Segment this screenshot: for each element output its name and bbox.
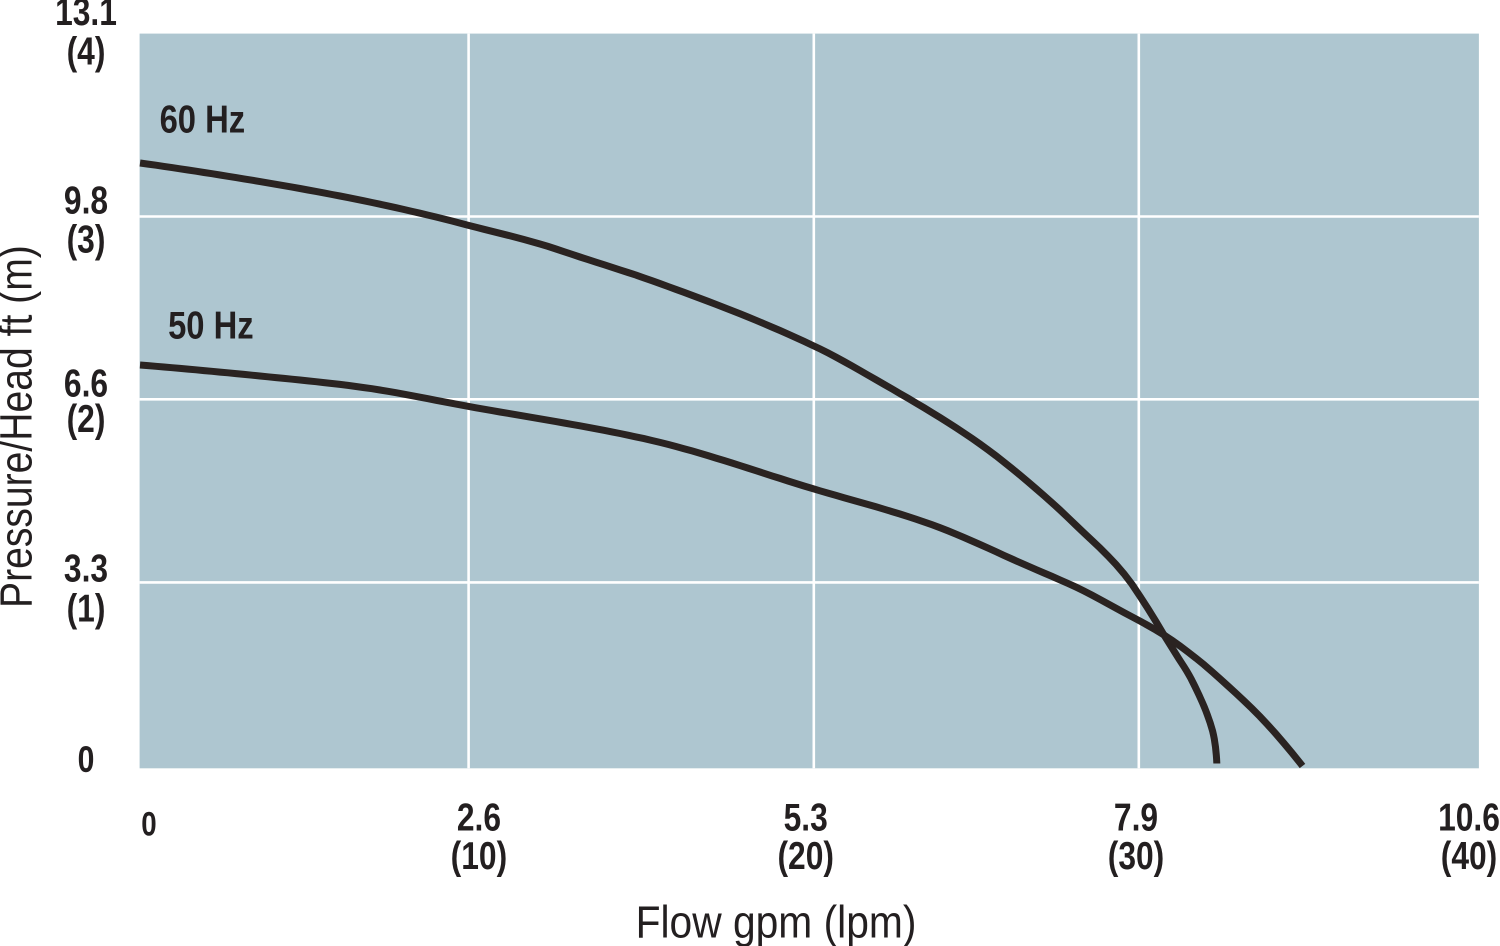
svg-text:(40): (40) <box>1441 834 1498 878</box>
svg-text:(20): (20) <box>777 834 834 878</box>
svg-text:9.8: 9.8 <box>64 178 108 222</box>
svg-text:13.1: 13.1 <box>55 0 117 34</box>
svg-text:7.9: 7.9 <box>1114 795 1158 839</box>
svg-text:6.6: 6.6 <box>64 361 108 405</box>
svg-text:(10): (10) <box>451 834 508 878</box>
svg-text:0: 0 <box>78 739 95 781</box>
svg-text:50 Hz: 50 Hz <box>168 303 254 347</box>
svg-text:5.3: 5.3 <box>784 795 828 839</box>
svg-text:10.6: 10.6 <box>1438 795 1500 839</box>
svg-text:60 Hz: 60 Hz <box>160 97 246 141</box>
svg-text:(3): (3) <box>67 217 106 261</box>
svg-text:(30): (30) <box>1108 834 1165 878</box>
svg-text:2.6: 2.6 <box>457 795 501 839</box>
svg-text:Flow gpm (lpm): Flow gpm (lpm) <box>636 898 917 946</box>
svg-text:(1): (1) <box>67 586 106 630</box>
svg-text:0: 0 <box>141 805 156 843</box>
svg-text:Pressure/Head ft (m): Pressure/Head ft (m) <box>0 245 41 608</box>
svg-text:(4): (4) <box>67 29 106 73</box>
svg-text:3.3: 3.3 <box>64 546 108 590</box>
svg-text:(2): (2) <box>67 397 106 441</box>
